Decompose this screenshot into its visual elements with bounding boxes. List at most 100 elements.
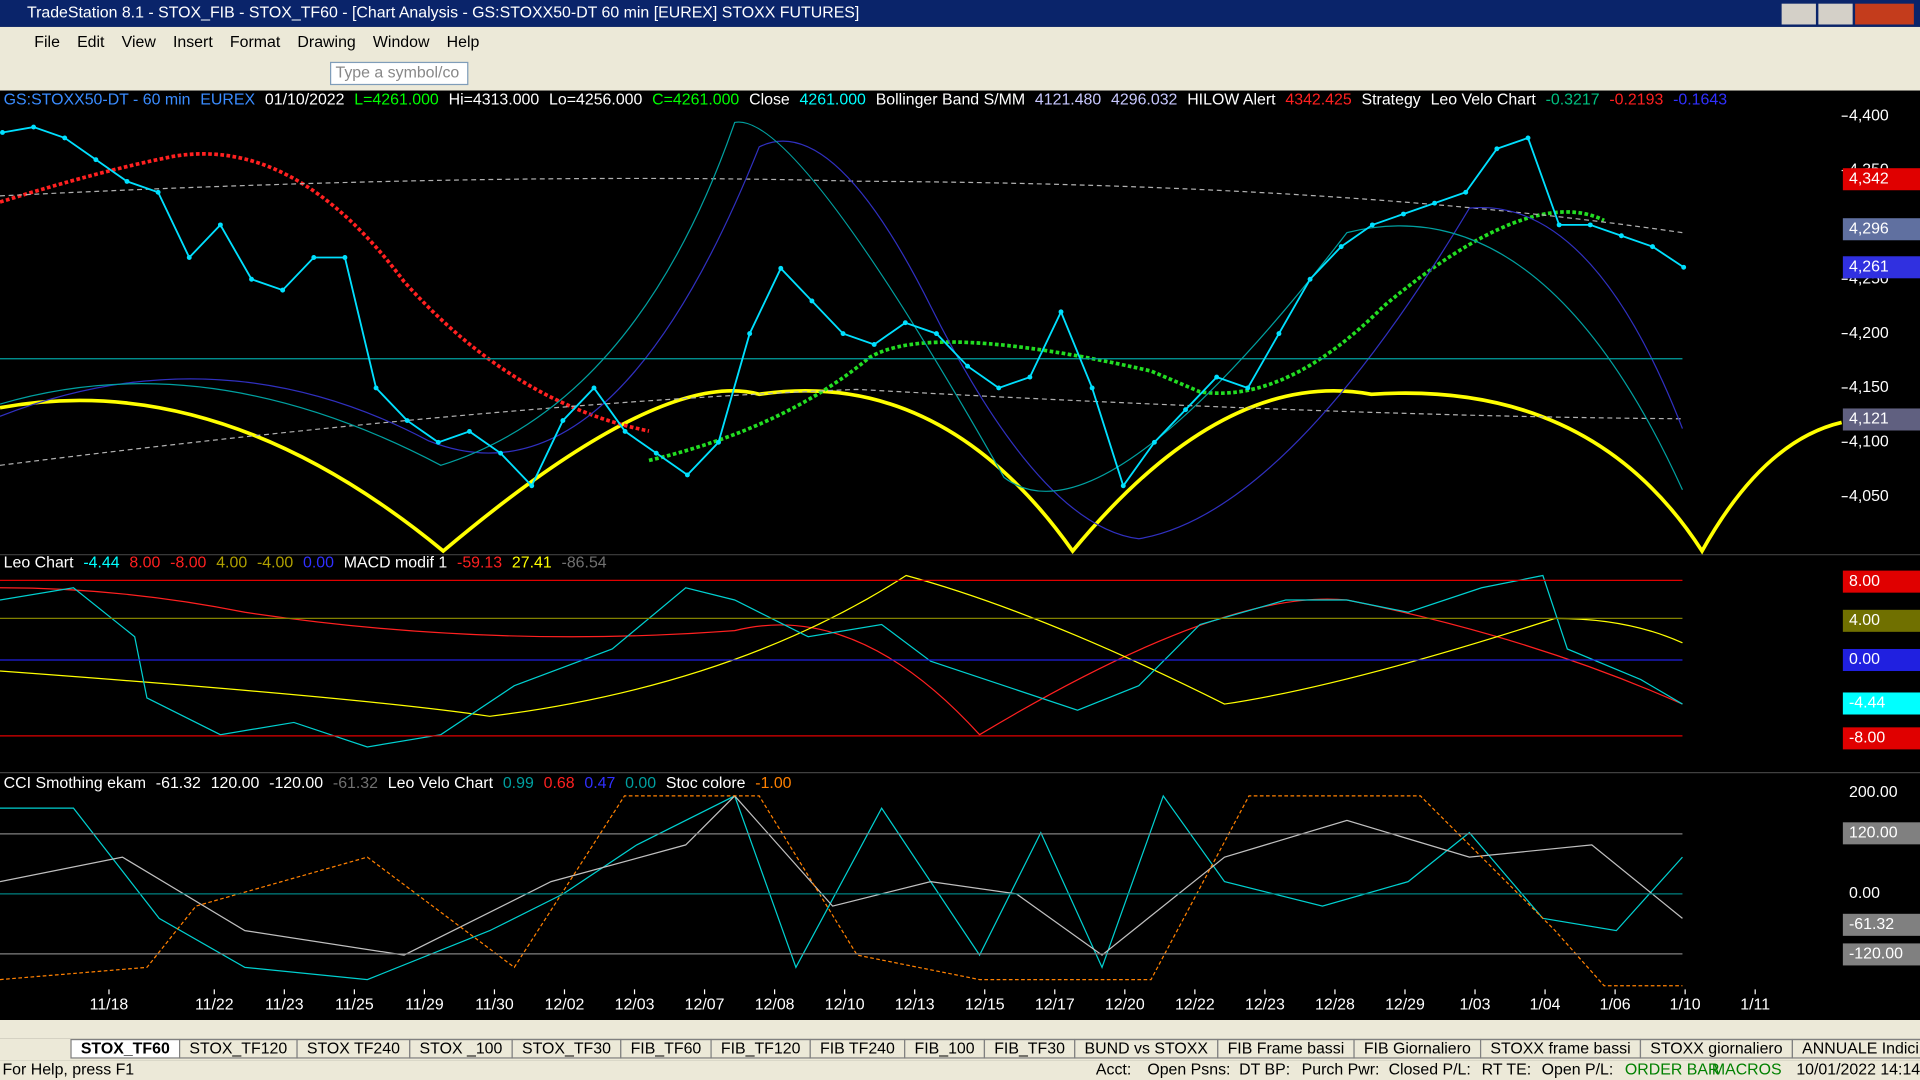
price-tick-label: 4,150 (1849, 379, 1889, 396)
cci-header-item: -61.32 (333, 775, 378, 792)
tab[interactable]: STOXX giornaliero (1639, 1038, 1793, 1059)
symbol-input[interactable] (330, 61, 469, 86)
tab[interactable]: FIB_100 (904, 1038, 986, 1059)
axis-marker (1842, 218, 1920, 241)
tab[interactable]: STOX_TF120 (179, 1038, 298, 1059)
cci-header-item: CCI Smothing ekam (4, 775, 146, 792)
close-point (280, 287, 286, 293)
axis-marker (1842, 168, 1920, 191)
menu-item[interactable]: Insert (173, 34, 213, 51)
axis-marker (1842, 822, 1920, 845)
cci-header-item: 120.00 (211, 775, 260, 792)
tab[interactable]: BUND vs STOXX (1074, 1038, 1219, 1059)
date-label: 1/11 (1740, 997, 1770, 1014)
tab-label: BUND vs STOXX (1085, 1041, 1209, 1058)
axis-marker-label: -4.44 (1849, 695, 1885, 712)
tab[interactable]: ANNUALE Indici (1791, 1038, 1920, 1059)
close-point (840, 331, 846, 337)
status-item: DT BP: (1239, 1061, 1290, 1078)
tab-label: FIB_TF120 (721, 1041, 801, 1058)
tab[interactable]: STOXX frame bassi (1479, 1038, 1642, 1059)
status-item: Open P/L: (1542, 1061, 1614, 1078)
tab-label: FIB Giornaliero (1364, 1041, 1471, 1058)
tab[interactable]: FIB Giornaliero (1353, 1038, 1482, 1059)
cci-header-item: -120.00 (269, 775, 323, 792)
date-label: 11/18 (90, 997, 129, 1014)
tab[interactable]: STOX TF240 (296, 1038, 411, 1059)
close-point (684, 472, 690, 478)
toolbar-area (0, 26, 1920, 91)
tab[interactable]: STOX_TF60 (70, 1038, 181, 1059)
price-header-item: 4342.425 (1285, 92, 1351, 109)
macd-header-item: 27.41 (512, 554, 552, 571)
close-point (1058, 309, 1064, 315)
cci-header-item: -61.32 (156, 775, 201, 792)
close-point (778, 265, 784, 271)
tab[interactable]: FIB_TF60 (620, 1038, 712, 1059)
tab-label: STOX_TF120 (189, 1041, 287, 1058)
tab[interactable]: FIB TF240 (809, 1038, 906, 1059)
date-label: 1/06 (1600, 997, 1631, 1014)
close-point (1556, 222, 1562, 228)
date-label: 11/25 (335, 997, 374, 1014)
status-item: Open Psns: (1147, 1061, 1230, 1078)
macd-header-item: -4.00 (257, 554, 293, 571)
close-point (716, 439, 721, 445)
close-point (93, 157, 99, 163)
menu-item[interactable]: Format (230, 34, 281, 51)
price-header-item: -0.1643 (1673, 92, 1727, 109)
axis-marker-label: 200.00 (1849, 784, 1898, 801)
close-point (1681, 264, 1687, 270)
close-point (1276, 331, 1282, 337)
close-point (653, 450, 659, 456)
menu-item[interactable]: View (122, 34, 157, 51)
close-point (62, 135, 68, 141)
close-point (965, 363, 971, 369)
tab-label: STOX TF240 (307, 1041, 400, 1058)
close-point (217, 222, 223, 228)
date-label: 11/23 (265, 997, 304, 1014)
axis-marker (1842, 913, 1920, 936)
date-label: 1/10 (1670, 997, 1701, 1014)
close-point (902, 320, 908, 326)
close-point (467, 428, 472, 434)
window-buttons[interactable] (1781, 3, 1914, 25)
tab-label: STOX_TF30 (522, 1041, 611, 1058)
status-item: ORDER BAR (1625, 1061, 1720, 1078)
price-header-item: -0.2193 (1609, 92, 1663, 109)
macd-header-item: -59.13 (457, 554, 502, 571)
status-item: For Help, press F1 (2, 1061, 134, 1078)
menu-item[interactable]: Edit (77, 34, 105, 51)
date-axis (0, 989, 1920, 1020)
axis-marker-label: 4,342 (1849, 170, 1889, 187)
macd-header-item: -86.54 (562, 554, 607, 571)
axis-marker (1842, 648, 1920, 672)
close-point (1618, 233, 1624, 239)
menu-item[interactable]: Window (373, 34, 430, 51)
menu-item[interactable]: File (34, 34, 60, 51)
axis-marker (1842, 882, 1920, 905)
title-bar (0, 0, 1920, 27)
tab[interactable]: STOX _100 (409, 1038, 513, 1059)
menu-item[interactable]: Drawing (297, 34, 355, 51)
date-label: 12/10 (825, 997, 865, 1014)
date-label: 12/15 (965, 997, 1005, 1014)
tab[interactable]: FIB_TF120 (710, 1038, 811, 1059)
close-point (1307, 276, 1313, 282)
tab[interactable]: FIB_TF30 (983, 1038, 1076, 1059)
price-header-item: EUREX (200, 92, 255, 109)
close-point (31, 124, 37, 130)
tab-label: STOXX frame bassi (1490, 1041, 1630, 1058)
price-header-item: Hi=4313.000 (449, 92, 540, 109)
tab[interactable]: STOX_TF30 (511, 1038, 622, 1059)
close-point (1120, 483, 1126, 489)
tab-shape (1791, 1038, 1920, 1059)
menu-item[interactable]: Help (447, 34, 480, 51)
scrollbar[interactable] (0, 1020, 1920, 1039)
status-item: Closed P/L: (1389, 1061, 1471, 1078)
close-point (0, 130, 5, 135)
axis-marker (1842, 727, 1920, 750)
tab[interactable]: FIB Frame bassi (1217, 1038, 1355, 1059)
status-item: Acct: (1096, 1061, 1131, 1078)
